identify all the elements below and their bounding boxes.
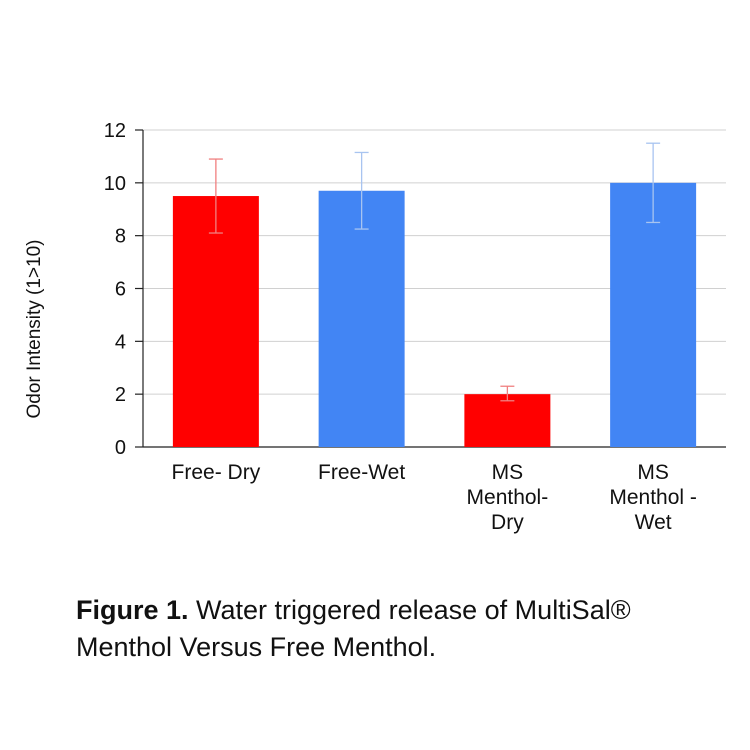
x-category-label-line: MS — [492, 461, 524, 484]
bar — [318, 190, 405, 447]
y-axis-ticks: 0 2 4 6 8 10 12 — [104, 120, 143, 459]
error-bars — [208, 142, 661, 402]
x-category-label-line: Menthol - — [609, 486, 697, 509]
bar — [464, 394, 551, 447]
y-tick-label: 4 — [115, 331, 126, 353]
y-tick-label: 6 — [115, 279, 126, 301]
x-category-label-line: Free- Dry — [172, 461, 261, 484]
figure-caption: Figure 1. Water triggered release of Mul… — [76, 592, 716, 666]
y-tick-label: 2 — [115, 384, 126, 406]
x-category-label-line: Free-Wet — [318, 461, 405, 484]
x-category-label-line: Dry — [491, 511, 524, 534]
y-axis-title: Odor Intensity (1>10) — [24, 239, 45, 418]
y-tick-label: 8 — [115, 226, 126, 248]
y-tick-label: 12 — [104, 120, 126, 142]
x-category-label: Free- Dry — [172, 461, 261, 484]
bar — [610, 182, 697, 448]
x-category-label: Free-Wet — [318, 461, 405, 484]
caption-label: Figure 1. — [76, 595, 189, 625]
caption-text: Water triggered release of MultiSal® Men… — [76, 595, 631, 662]
bars — [172, 182, 697, 448]
x-category-label-line: MS — [637, 461, 669, 484]
x-category-label-line: Menthol- — [467, 486, 549, 509]
y-tick-label: 10 — [104, 173, 126, 195]
x-category-label-line: Wet — [635, 511, 672, 534]
x-category-label: MS Menthol-Dry — [467, 461, 549, 534]
bar — [172, 196, 259, 447]
x-category-label: MS Menthol -Wet — [609, 461, 697, 534]
y-tick-label: 0 — [115, 437, 126, 459]
